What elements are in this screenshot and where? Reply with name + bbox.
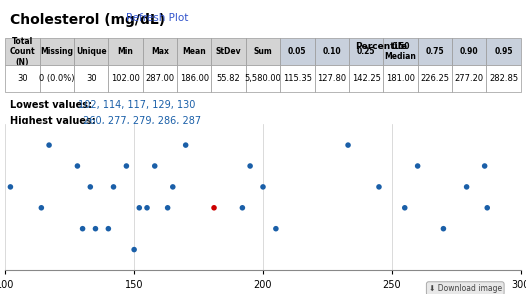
Point bbox=[439, 226, 448, 231]
Text: Lowest values:: Lowest values: bbox=[11, 100, 93, 110]
Point bbox=[238, 206, 247, 210]
Point bbox=[135, 206, 144, 210]
Point bbox=[246, 164, 255, 168]
Point bbox=[45, 143, 53, 148]
Point bbox=[130, 247, 138, 252]
Point bbox=[344, 143, 352, 148]
Point bbox=[169, 185, 177, 189]
Text: Highest values:: Highest values: bbox=[11, 116, 96, 126]
Text: 260, 277, 279, 286, 287: 260, 277, 279, 286, 287 bbox=[80, 116, 201, 126]
Point bbox=[143, 206, 151, 210]
Text: ⬇ Download image: ⬇ Download image bbox=[429, 284, 502, 293]
Point bbox=[104, 226, 113, 231]
Point bbox=[413, 164, 422, 168]
Text: Percentile: Percentile bbox=[356, 42, 408, 51]
Point bbox=[37, 206, 46, 210]
Point bbox=[164, 206, 172, 210]
Text: 102, 114, 117, 129, 130: 102, 114, 117, 129, 130 bbox=[75, 100, 195, 110]
Point bbox=[462, 185, 471, 189]
Point bbox=[78, 226, 87, 231]
Point bbox=[483, 206, 491, 210]
Text: Refresh Plot: Refresh Plot bbox=[126, 13, 189, 23]
Point bbox=[150, 164, 159, 168]
Point bbox=[375, 185, 383, 189]
Point bbox=[92, 226, 100, 231]
Point bbox=[259, 185, 267, 189]
Point bbox=[73, 164, 82, 168]
Point bbox=[122, 164, 130, 168]
Point bbox=[272, 226, 280, 231]
Point bbox=[401, 206, 409, 210]
Point bbox=[480, 164, 489, 168]
Point bbox=[6, 185, 15, 189]
Point bbox=[210, 206, 218, 210]
Point bbox=[109, 185, 118, 189]
Point bbox=[181, 143, 190, 148]
Point bbox=[86, 185, 95, 189]
Text: Cholesterol (mg/dL): Cholesterol (mg/dL) bbox=[11, 13, 166, 26]
